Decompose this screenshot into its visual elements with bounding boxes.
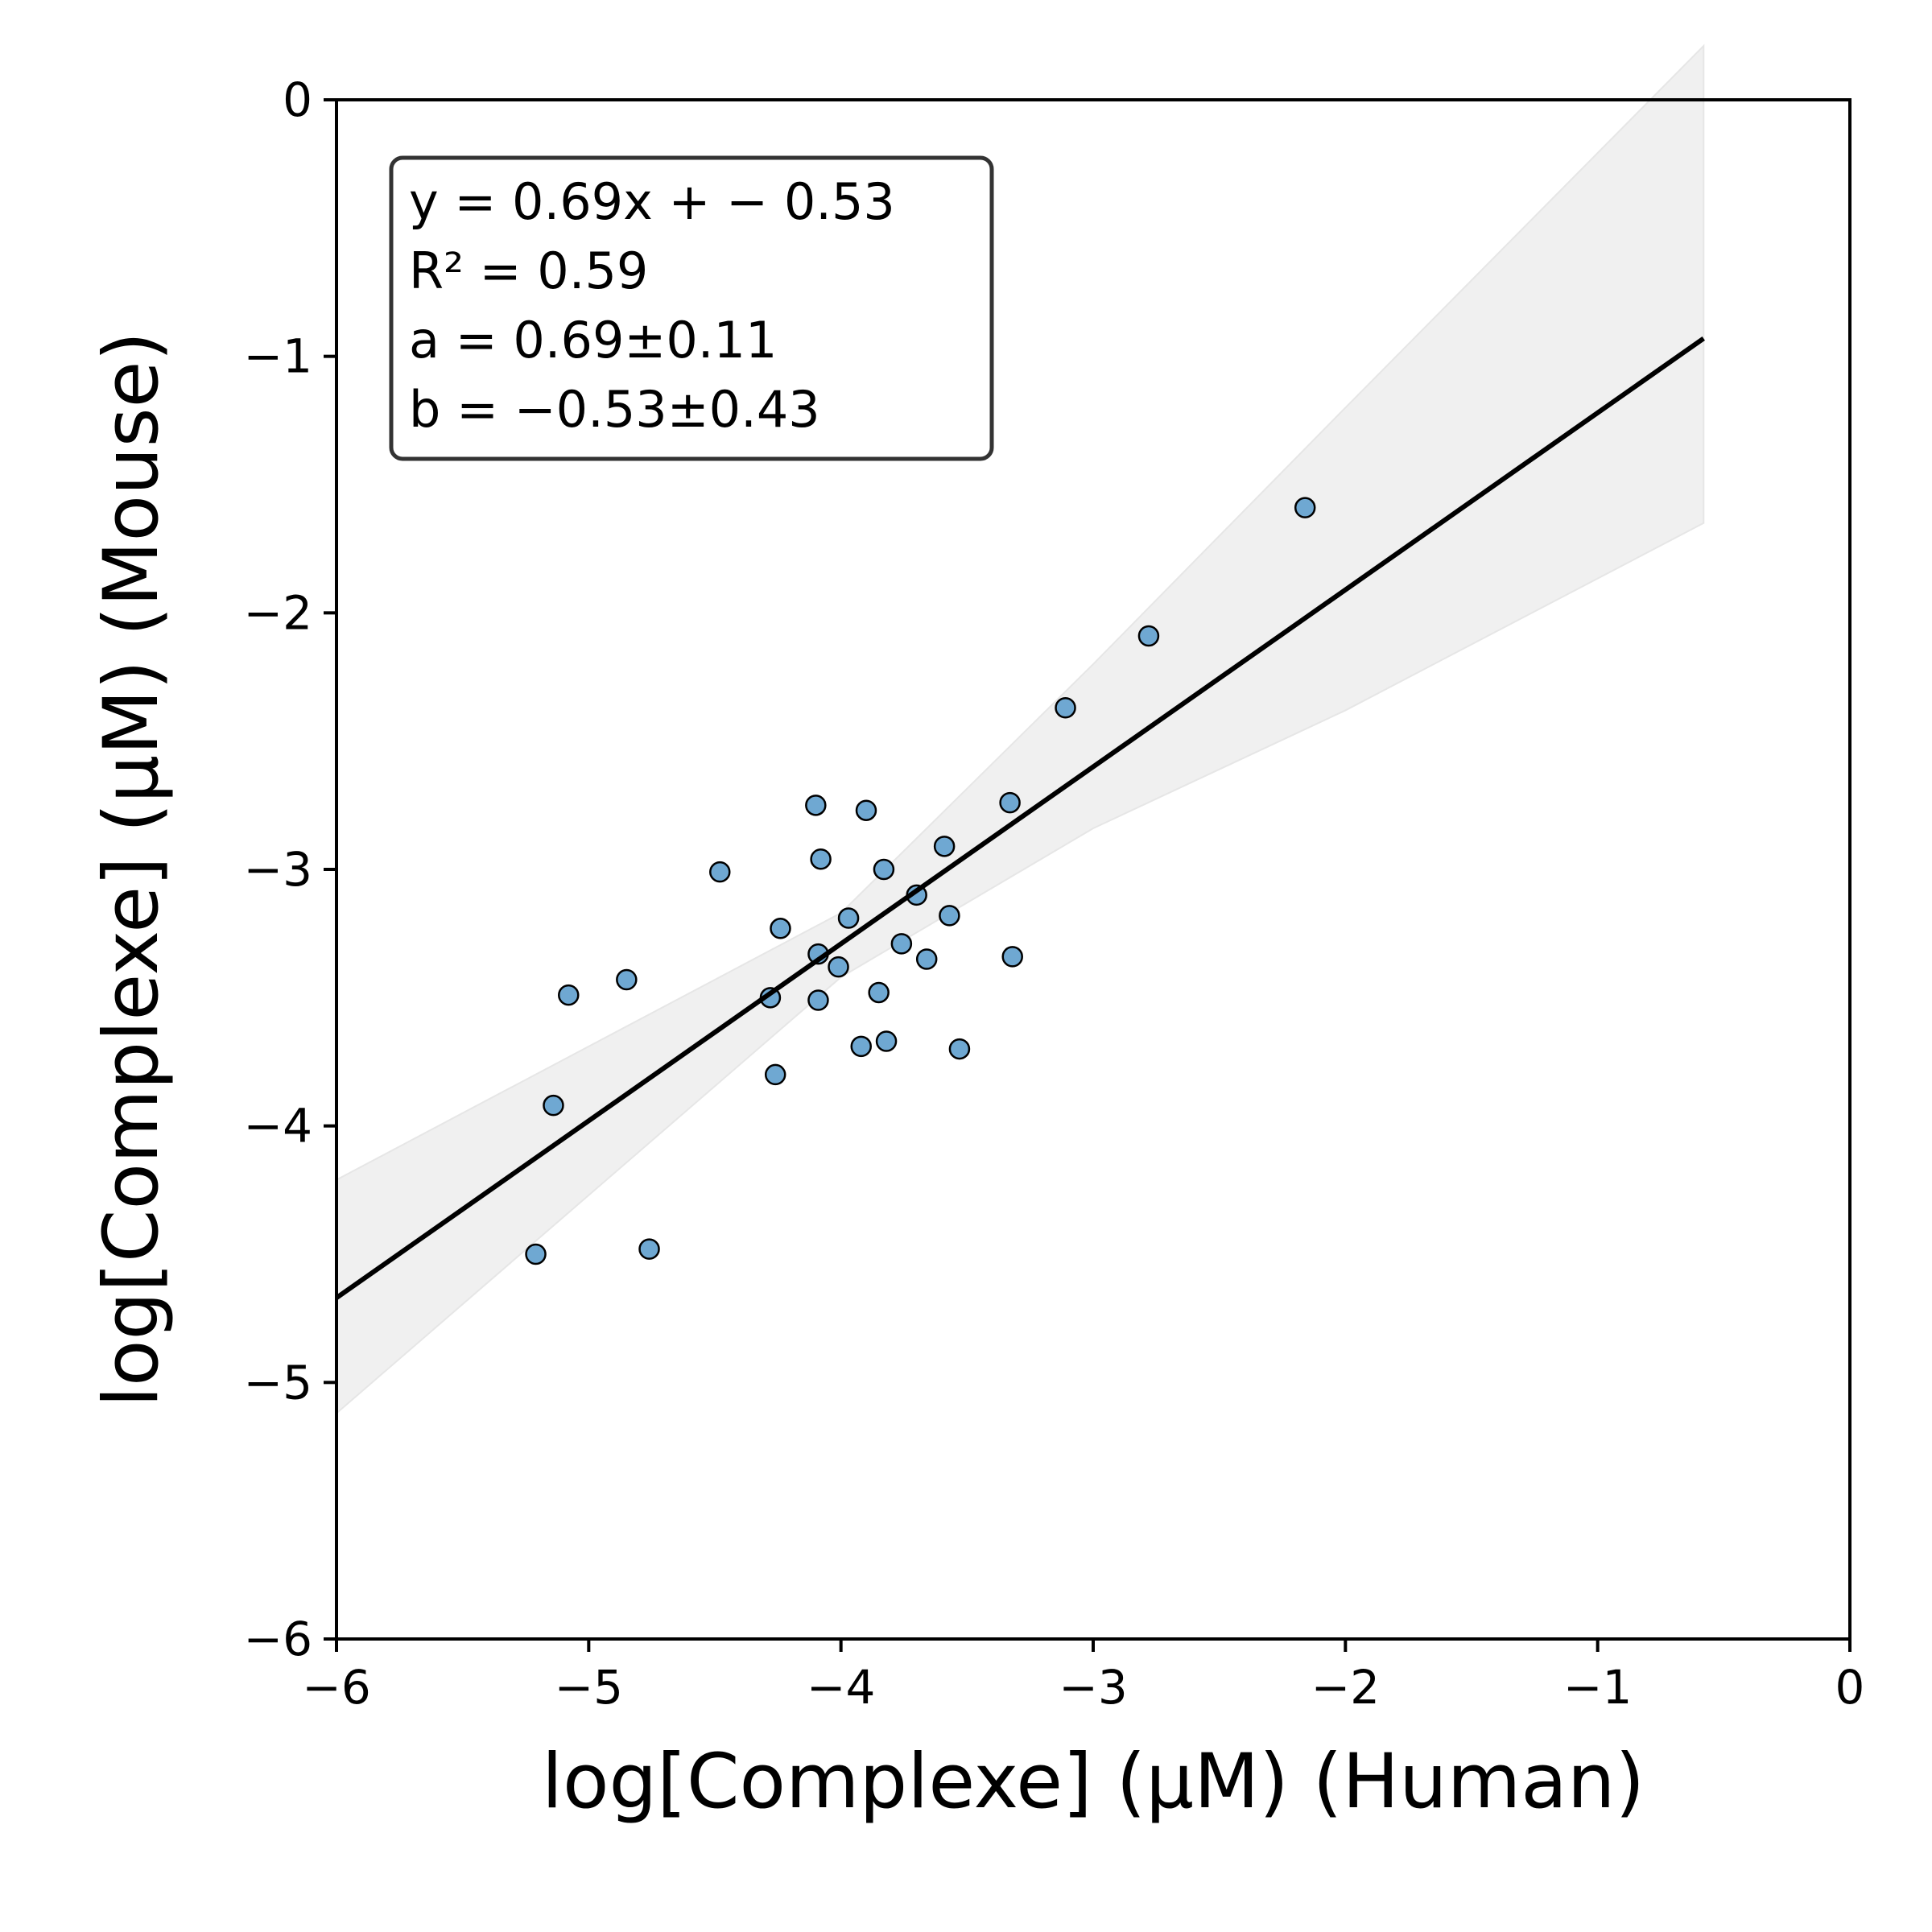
x-tick-label: −6 (302, 1660, 371, 1715)
scatter-point-26 (850, 1035, 872, 1058)
scatter-point-18 (915, 948, 938, 970)
scatter-point-12 (939, 905, 960, 927)
scatter-point-6 (855, 799, 877, 821)
x-tick-label: −1 (1563, 1660, 1633, 1715)
scatter-point-22 (558, 984, 580, 1006)
confidence-band (336, 43, 1705, 1415)
y-axis-title: log[Complexe] (μM) (Mouse) (88, 332, 175, 1407)
scatter-point-30 (638, 1238, 660, 1260)
scatter-point-7 (805, 795, 827, 816)
scatter-point-17 (1001, 946, 1023, 968)
x-tick-label: −3 (1059, 1660, 1128, 1715)
x-axis-title: log[Complexe] (μM) (Human) (542, 1738, 1645, 1826)
x-tick-label: −5 (555, 1660, 624, 1715)
scatter-point-21 (868, 981, 890, 1004)
stats-intercept: b = −0.53±0.43 (409, 380, 820, 439)
scatter-point-2 (1137, 625, 1160, 647)
y-tick-label: −3 (244, 842, 313, 897)
points-layer (525, 497, 1316, 1265)
y-tick-label: −1 (244, 329, 313, 384)
scatter-point-1 (1294, 497, 1316, 518)
x-tick-label: −2 (1311, 1660, 1381, 1715)
scatter-point-15 (890, 933, 913, 955)
x-tick-label: 0 (1835, 1660, 1865, 1715)
y-tick-label: 0 (283, 72, 312, 127)
scatter-point-31 (525, 1243, 547, 1265)
scatter-point-20 (616, 968, 638, 991)
scatter-point-24 (807, 989, 829, 1011)
scatter-point-4 (999, 791, 1021, 814)
fit-line-layer (335, 336, 1705, 1300)
x-tick-label: −4 (807, 1660, 876, 1715)
stats-legend-box: y = 0.69x + − 0.53 R² = 0.59 a = 0.69±0.… (389, 155, 994, 461)
scatter-point-13 (837, 907, 860, 929)
y-tick-label: −6 (244, 1612, 313, 1666)
scatter-point-14 (770, 918, 791, 939)
scatter-point-29 (543, 1094, 564, 1117)
scatter-point-9 (873, 858, 895, 881)
stats-equation: y = 0.69x + − 0.53 (409, 172, 895, 231)
scatter-point-27 (948, 1038, 971, 1060)
regression-line (335, 336, 1705, 1300)
scatter-point-5 (933, 836, 956, 857)
scatter-point-3 (1055, 696, 1076, 719)
y-tick-label: −5 (244, 1355, 313, 1410)
scatter-point-10 (709, 861, 731, 883)
scatter-point-28 (764, 1063, 786, 1086)
y-ticks: −6 −5 −4 −3 −2 −1 0 (244, 72, 336, 1666)
stats-legend-frame (389, 155, 994, 461)
stats-slope: a = 0.69±0.11 (409, 311, 777, 369)
scatter-point-8 (810, 848, 832, 870)
x-ticks: −6 −5 −4 −3 −2 −1 0 (302, 1639, 1864, 1715)
confidence-band-layer (336, 43, 1705, 1415)
scatter-point-19 (828, 956, 849, 978)
scatter-point-25 (875, 1030, 898, 1052)
stats-r-squared: R² = 0.59 (409, 242, 648, 300)
y-tick-label: −4 (244, 1099, 313, 1154)
y-tick-label: −2 (244, 585, 313, 640)
